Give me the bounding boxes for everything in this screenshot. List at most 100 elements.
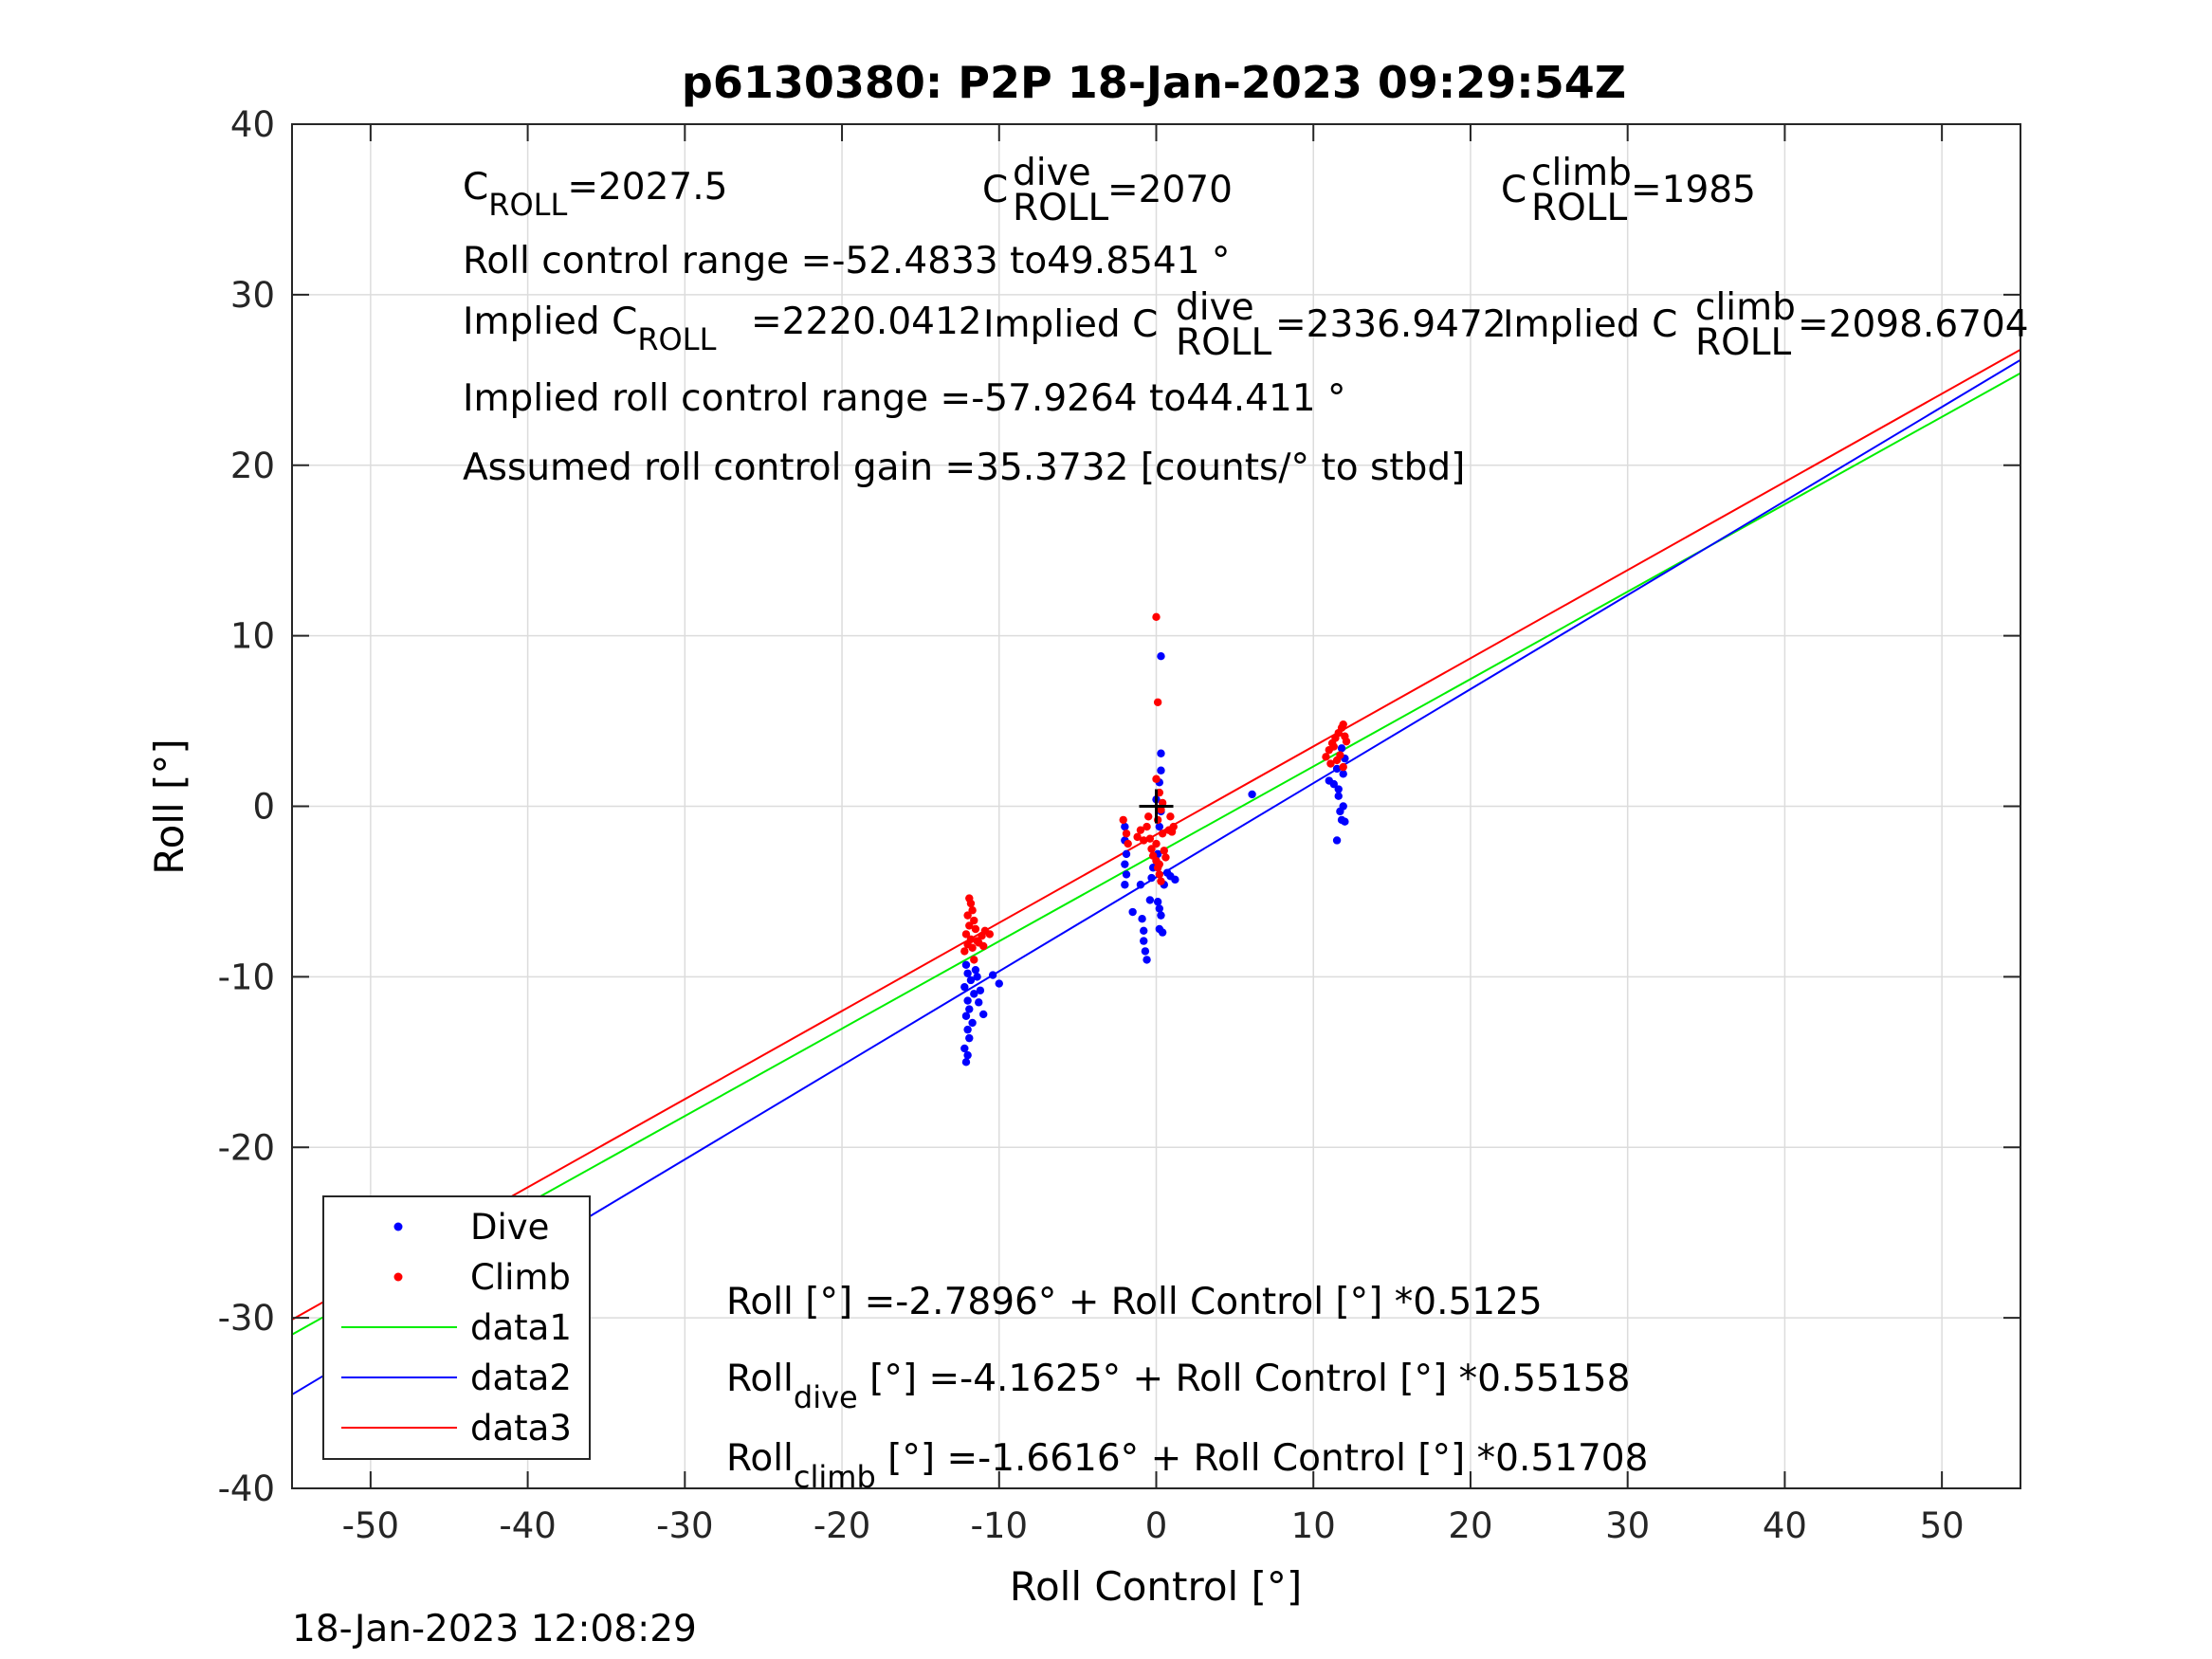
climb-point bbox=[1119, 815, 1127, 825]
climb-point bbox=[979, 941, 988, 951]
c-roll-annotation: CROLL=2027.5 bbox=[463, 166, 727, 223]
dive-point bbox=[1138, 915, 1146, 923]
climb-point bbox=[1169, 822, 1178, 831]
dive-point bbox=[975, 998, 983, 1007]
c-roll-value: =2027.5 bbox=[567, 166, 727, 209]
climb-point bbox=[1122, 830, 1131, 838]
dive-point bbox=[965, 1033, 974, 1043]
dive-point bbox=[1153, 898, 1162, 906]
legend-label-climb: Climb bbox=[470, 1257, 571, 1298]
climb-point bbox=[1143, 822, 1151, 831]
dive-point bbox=[1121, 881, 1129, 889]
dive-point bbox=[966, 975, 976, 985]
implied-roll-control-range: Implied roll control range =-57.9264 to4… bbox=[463, 377, 1346, 420]
fit-dive-rest: [°] =-4.1625° + Roll Control [°] *0.5515… bbox=[858, 1358, 1631, 1400]
scatter-points bbox=[960, 612, 1351, 1066]
implied-c-roll-dive-sub: ROLL bbox=[1176, 321, 1272, 364]
c-roll-climb-sup: climb bbox=[1531, 152, 1632, 194]
fit-all-equation: Roll [°] =-2.7896° + Roll Control [°] *0… bbox=[726, 1281, 1543, 1323]
climb-point bbox=[1339, 762, 1347, 772]
dive-point bbox=[1341, 817, 1349, 826]
y-tick-label: 10 bbox=[230, 616, 275, 657]
dive-point bbox=[973, 973, 981, 981]
legend-label-data3: data3 bbox=[470, 1408, 572, 1449]
climb-point bbox=[1339, 720, 1347, 729]
y-tick-label: -40 bbox=[218, 1468, 275, 1509]
dive-point bbox=[1339, 802, 1347, 811]
climb-point bbox=[1152, 839, 1161, 848]
x-tick-label: 40 bbox=[1763, 1505, 1807, 1546]
c-roll-climb-annotation: C bbox=[1501, 169, 1526, 211]
dive-point bbox=[1157, 911, 1165, 920]
dive-point bbox=[1157, 652, 1165, 661]
x-tick-label: 10 bbox=[1291, 1505, 1336, 1546]
climb-point bbox=[1124, 839, 1132, 848]
dive-point bbox=[1128, 907, 1137, 917]
fit-dive-base: Roll bbox=[726, 1358, 794, 1400]
dive-point bbox=[1155, 822, 1164, 831]
climb-point bbox=[1152, 612, 1161, 622]
implied-c-roll-annotation: Implied CROLL bbox=[463, 301, 717, 357]
climb-point bbox=[971, 924, 980, 934]
climb-point bbox=[1155, 860, 1164, 868]
fit-climb-equation: Rollclimb [°] =-1.6616° + Roll Control [… bbox=[726, 1437, 1648, 1495]
dive-point bbox=[963, 1050, 972, 1060]
legend: Dive Climb data1 data2 data3 bbox=[322, 1195, 591, 1460]
c-roll-dive-annotation: C bbox=[982, 169, 1008, 211]
dive-point bbox=[1158, 928, 1167, 937]
dive-point bbox=[963, 996, 972, 1005]
axis-ticks: -50 -40 -30 -20 -10 0 10 20 30 40 50 -40 -30 -20 -10 0 1… bbox=[218, 104, 2020, 1546]
climb-point bbox=[1153, 698, 1162, 706]
dive-point bbox=[963, 969, 972, 977]
fit-line-data3 bbox=[291, 348, 2021, 1321]
climb-point bbox=[965, 921, 974, 930]
chart-title: p6130380: P2P 18-Jan-2023 09:29:54Z bbox=[682, 57, 1626, 108]
implied-c-roll-climb-annotation: Implied C bbox=[1503, 303, 1677, 346]
dive-point bbox=[1145, 896, 1155, 904]
c-roll-dive-sub: ROLL bbox=[1013, 187, 1109, 229]
c-roll-climb-base: C bbox=[1501, 169, 1526, 211]
dive-point bbox=[1122, 870, 1131, 879]
implied-c-roll-prefix: Implied C bbox=[463, 301, 637, 343]
c-roll-climb-sub: ROLL bbox=[1531, 187, 1628, 229]
y-tick-label: 40 bbox=[230, 104, 275, 145]
climb-point bbox=[1160, 847, 1168, 855]
climb-point bbox=[966, 899, 976, 908]
roll-control-range: Roll control range =-52.4833 to49.8541 ° bbox=[463, 240, 1230, 283]
climb-point bbox=[1145, 834, 1155, 843]
climb-point bbox=[968, 906, 977, 915]
implied-c-roll-dive-annotation: Implied C bbox=[983, 303, 1158, 346]
dive-point bbox=[1329, 779, 1338, 789]
climb-point bbox=[1157, 877, 1165, 885]
reference-marker bbox=[1139, 789, 1174, 824]
climb-point bbox=[1140, 836, 1148, 845]
c-roll-base: C bbox=[463, 166, 488, 209]
climb-point bbox=[1158, 830, 1167, 838]
assumed-roll-control-gain: Assumed roll control gain =35.3732 [coun… bbox=[463, 447, 1465, 489]
climb-point bbox=[963, 911, 972, 920]
c-roll-dive-sup: dive bbox=[1013, 152, 1091, 194]
legend-label-data1: data1 bbox=[470, 1307, 572, 1348]
dive-point bbox=[1155, 904, 1164, 913]
fit-dive-equation: Rolldive [°] =-4.1625° + Roll Control [°… bbox=[726, 1358, 1630, 1415]
x-tick-label: -30 bbox=[656, 1505, 713, 1546]
dive-point bbox=[1334, 792, 1343, 800]
x-tick-label: -20 bbox=[814, 1505, 870, 1546]
climb-point bbox=[1136, 826, 1145, 834]
legend-marker-climb bbox=[393, 1272, 403, 1282]
climb-point bbox=[970, 916, 978, 925]
c-roll-sub: ROLL bbox=[488, 187, 567, 223]
y-tick-label: -20 bbox=[218, 1127, 275, 1168]
c-roll-climb-value: =1985 bbox=[1631, 169, 1756, 211]
y-axis-label: Roll [°] bbox=[146, 738, 192, 874]
dive-point bbox=[1337, 744, 1346, 753]
dive-point bbox=[961, 1058, 971, 1066]
dive-point bbox=[995, 979, 1003, 988]
fit-dive-sub: dive bbox=[794, 1379, 858, 1415]
climb-point bbox=[970, 956, 978, 964]
climb-point bbox=[1332, 756, 1342, 765]
climb-point bbox=[985, 930, 995, 939]
fit-climb-rest: [°] =-1.6616° + Roll Control [°] *0.5170… bbox=[876, 1437, 1649, 1480]
climb-point bbox=[1326, 759, 1335, 768]
